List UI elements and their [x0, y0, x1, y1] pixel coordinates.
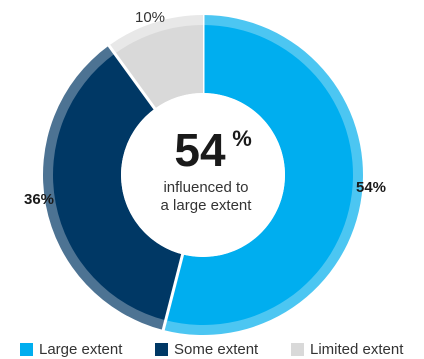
center-text-line1: influenced to — [163, 179, 248, 196]
legend-label-limited-extent: Limited extent — [310, 341, 404, 358]
slice-separator-some-extent — [161, 253, 185, 332]
legend-item-large-extent: Large extent — [20, 341, 122, 358]
center-value: 54 — [174, 124, 226, 176]
legend: Large extent Some extent Limited extent — [0, 339, 424, 359]
legend-label-some-extent: Some extent — [174, 341, 259, 358]
legend-item-limited-extent: Limited extent — [291, 341, 403, 358]
center-label: 54 % influenced to a large extent — [161, 124, 253, 214]
legend-label-large-extent: Large extent — [39, 341, 123, 358]
legend-swatch-some-extent — [155, 343, 168, 356]
slice-labels: 54% 36% 10% — [24, 9, 386, 208]
slice-label-large-extent: 54% — [356, 179, 386, 196]
slice-outer-some-extent — [43, 45, 166, 330]
slice-label-limited-extent: 10% — [135, 9, 165, 26]
donut-slices — [43, 14, 364, 335]
center-unit: % — [232, 126, 252, 151]
slice-some-extent — [53, 53, 183, 321]
slice-label-some-extent: 36% — [24, 191, 54, 208]
slice-separator-limited-extent — [107, 43, 157, 111]
legend-item-some-extent: Some extent — [155, 341, 258, 358]
legend-swatch-limited-extent — [291, 343, 304, 356]
slice-large-extent — [165, 25, 353, 325]
slice-outer-limited-extent — [108, 15, 203, 55]
slice-limited-extent — [114, 25, 203, 109]
center-text-line2: a large extent — [161, 197, 253, 214]
legend-swatch-large-extent — [20, 343, 33, 356]
donut-hole — [121, 93, 285, 257]
